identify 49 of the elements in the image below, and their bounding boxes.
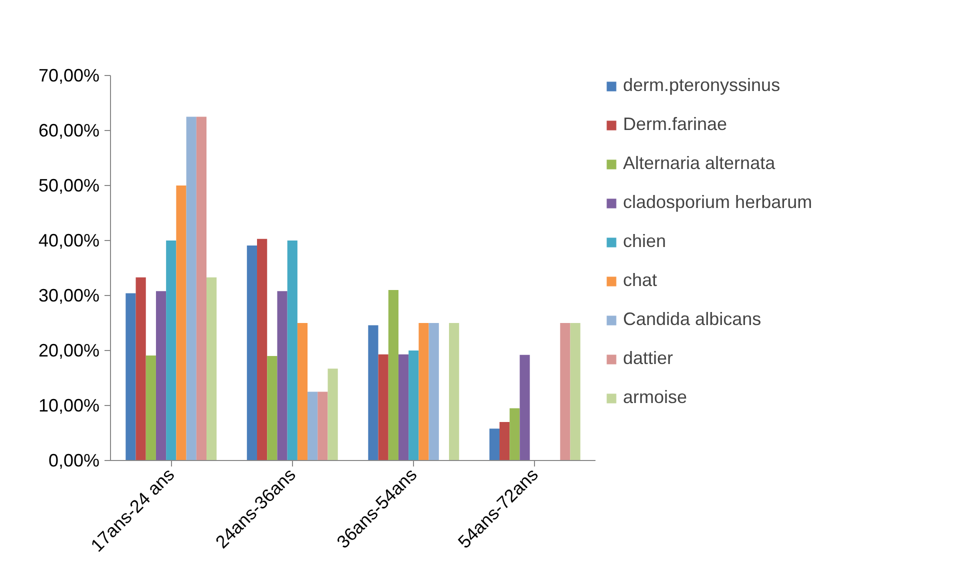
y-tick-label: 70,00%	[38, 66, 100, 86]
y-tick-label: 20,00%	[38, 340, 100, 360]
bar	[388, 290, 398, 460]
bar	[560, 323, 570, 460]
bar	[489, 428, 500, 460]
y-tick-label: 40,00%	[38, 230, 100, 250]
bar	[328, 368, 338, 460]
legend-label: chien	[623, 231, 666, 252]
bar	[176, 186, 186, 460]
y-tick-label: 10,00%	[38, 396, 100, 416]
bar	[368, 325, 378, 460]
y-tick-label: 30,00%	[38, 286, 100, 306]
bar	[428, 323, 439, 460]
y-tick-label: 60,00%	[38, 120, 100, 140]
bar	[408, 350, 419, 460]
y-tick-label: 0,00%	[48, 450, 100, 470]
bar	[520, 354, 530, 460]
y-tick-label: 50,00%	[38, 176, 100, 196]
bar	[257, 238, 268, 460]
bar	[297, 323, 308, 460]
bar	[378, 354, 388, 460]
legend-label: derm.pteronyssinus	[623, 75, 780, 96]
legend-label: Candida albicans	[623, 309, 762, 330]
bar	[156, 291, 166, 460]
bar	[136, 277, 146, 460]
bar	[246, 245, 258, 460]
bar	[267, 356, 278, 460]
bar	[146, 355, 156, 460]
bar	[318, 392, 328, 460]
bar	[570, 323, 580, 460]
bar	[398, 354, 409, 460]
bar	[186, 116, 196, 460]
bar	[166, 240, 176, 460]
legend-label: Alternaria alternata	[623, 153, 776, 174]
bar	[277, 291, 288, 460]
legend-label: Derm.farinae	[623, 114, 728, 135]
bar	[500, 422, 510, 460]
bar	[418, 323, 429, 460]
bar	[126, 293, 136, 460]
bar	[448, 323, 460, 460]
legend-label: chat	[623, 270, 658, 291]
legend-label: dattier	[623, 348, 674, 369]
bar	[206, 277, 217, 460]
bar	[510, 408, 520, 460]
legend-label: armoise	[623, 387, 688, 408]
bar	[196, 116, 206, 460]
legend-label: cladosporium herbarum	[623, 192, 812, 213]
bar	[287, 240, 298, 460]
bar	[308, 392, 318, 460]
